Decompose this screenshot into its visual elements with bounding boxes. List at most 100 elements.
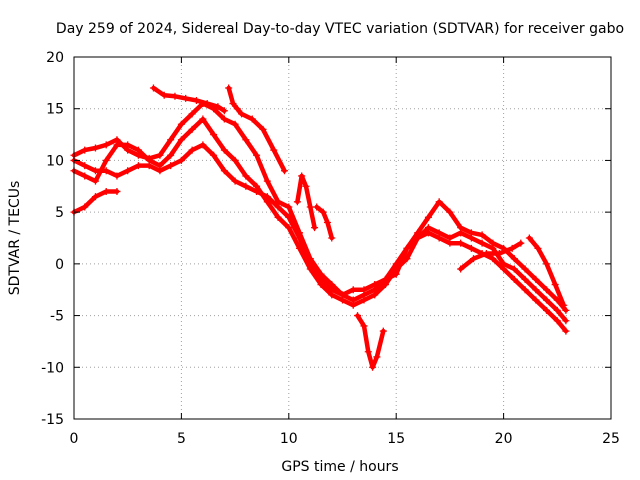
data-point xyxy=(424,229,432,237)
data-point xyxy=(270,146,278,154)
data-point xyxy=(508,244,516,252)
data-point xyxy=(392,260,400,268)
data-series-7 xyxy=(293,172,319,232)
x-tick-label: 20 xyxy=(495,431,513,447)
data-point xyxy=(145,162,153,170)
data-point xyxy=(306,260,314,268)
data-point xyxy=(532,286,540,294)
chart-title: Day 259 of 2024, Sidereal Day-to-day VTE… xyxy=(56,21,624,37)
data-point xyxy=(134,146,142,154)
data-point xyxy=(124,141,132,149)
data-point xyxy=(167,162,175,170)
data-point xyxy=(553,306,561,314)
data-point xyxy=(562,317,570,325)
x-axis-label: GPS time / hours xyxy=(281,459,398,475)
y-tick-label: -5 xyxy=(50,309,64,325)
data-point xyxy=(242,172,250,180)
data-point xyxy=(435,234,443,242)
data-point xyxy=(113,172,121,180)
data-point xyxy=(521,265,529,273)
data-point xyxy=(534,244,542,252)
data-point xyxy=(253,151,261,159)
data-point xyxy=(373,353,381,361)
data-point xyxy=(242,182,250,190)
data-point xyxy=(113,141,121,149)
data-point xyxy=(102,156,110,164)
data-point xyxy=(253,187,261,195)
data-point xyxy=(543,286,551,294)
data-point xyxy=(91,167,99,175)
data-point xyxy=(81,162,89,170)
data-point xyxy=(306,203,314,211)
y-axis-label: SDTVAR / TECUs xyxy=(7,181,23,296)
data-point xyxy=(510,265,518,273)
data-point xyxy=(210,131,218,139)
data-series-4 xyxy=(70,187,121,216)
data-point xyxy=(113,187,121,195)
data-point xyxy=(263,177,271,185)
plot-series xyxy=(70,84,570,371)
data-point xyxy=(339,291,346,299)
data-point xyxy=(298,172,306,180)
data-point xyxy=(517,239,525,247)
plot-frame xyxy=(73,56,612,420)
series-trace xyxy=(226,85,287,174)
data-point xyxy=(81,172,89,180)
data-point xyxy=(167,136,175,144)
data-point xyxy=(296,234,304,242)
data-point xyxy=(81,146,89,154)
data-point xyxy=(424,213,432,221)
x-tick-label: 25 xyxy=(602,431,620,447)
data-point xyxy=(328,234,336,242)
data-point xyxy=(543,260,551,268)
data-point xyxy=(457,265,465,273)
data-point xyxy=(403,255,411,263)
data-point xyxy=(134,162,142,170)
y-tick-label: 10 xyxy=(46,153,64,169)
data-point xyxy=(379,327,387,335)
data-point xyxy=(233,105,241,113)
data-point xyxy=(319,208,327,216)
data-point xyxy=(311,224,319,232)
data-point xyxy=(160,91,168,99)
y-tick-label: 0 xyxy=(55,257,64,273)
data-point xyxy=(360,322,368,330)
data-point xyxy=(510,255,518,263)
data-point xyxy=(285,224,293,232)
data-point xyxy=(274,203,282,211)
data-point xyxy=(510,275,518,283)
y-tick-label: -15 xyxy=(41,412,64,428)
series-trace xyxy=(314,204,335,241)
data-point xyxy=(302,182,310,190)
x-tick-label: 15 xyxy=(387,431,405,447)
data-point xyxy=(171,92,179,100)
data-point xyxy=(156,151,164,159)
gridlines xyxy=(74,57,611,419)
data-point xyxy=(149,84,157,92)
series-trace xyxy=(71,142,569,334)
data-point xyxy=(562,327,570,335)
data-point xyxy=(102,141,110,149)
data-point xyxy=(446,239,454,247)
data-point xyxy=(177,120,185,128)
data-series-6 xyxy=(225,84,289,175)
data-point xyxy=(495,250,503,258)
data-series-1 xyxy=(70,100,570,314)
data-point xyxy=(124,167,132,175)
data-point xyxy=(482,250,490,258)
series-trace xyxy=(151,85,227,114)
data-series-11 xyxy=(525,234,568,309)
data-point xyxy=(371,286,379,294)
data-point xyxy=(274,213,282,221)
data-point xyxy=(313,203,321,211)
data-point xyxy=(231,156,239,164)
data-point xyxy=(293,198,301,206)
data-point xyxy=(470,255,478,263)
data-point xyxy=(446,208,454,216)
data-point xyxy=(489,255,497,263)
data-point xyxy=(369,363,377,371)
data-point xyxy=(156,167,164,175)
data-point xyxy=(381,275,389,283)
series-trace xyxy=(355,313,386,370)
